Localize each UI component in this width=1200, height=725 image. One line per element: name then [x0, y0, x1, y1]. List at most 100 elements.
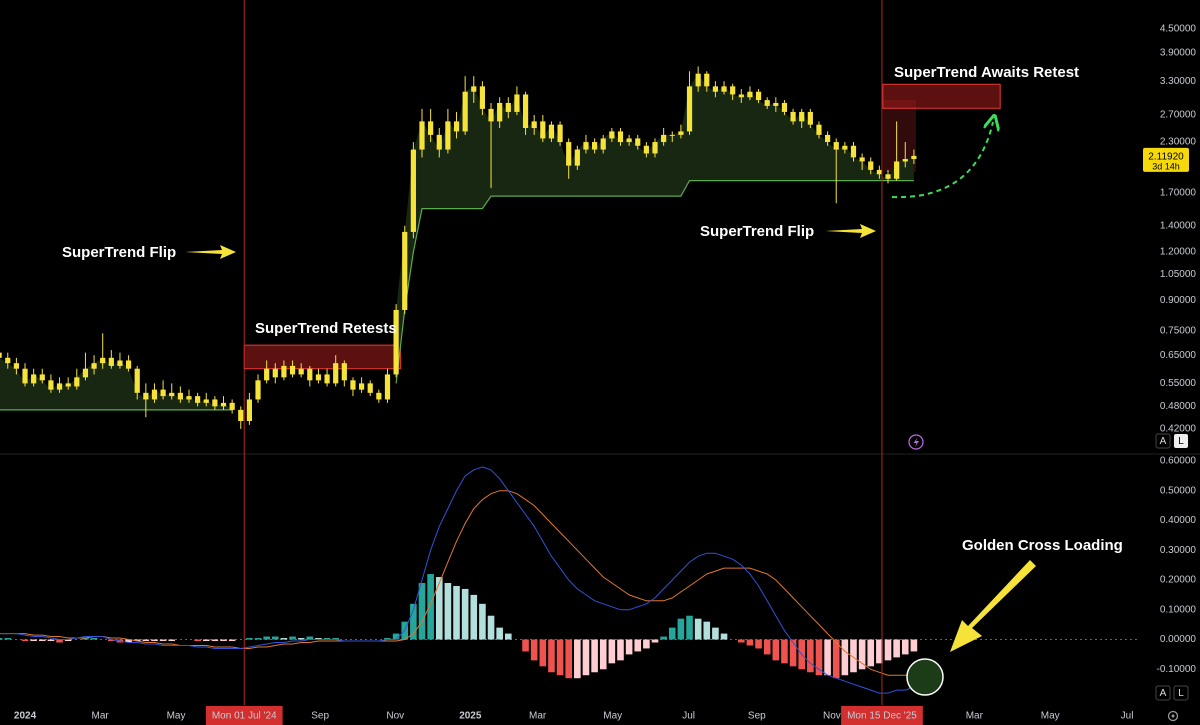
annotation: SuperTrend Awaits Retest — [894, 64, 1079, 81]
histogram-bar — [634, 639, 642, 652]
candle-body — [160, 389, 166, 397]
y-tick-label: 0.00000 — [1160, 634, 1197, 645]
histogram-bar — [211, 639, 219, 642]
candle-body — [738, 94, 744, 98]
histogram-bar — [392, 633, 400, 640]
y-tick-label: 0.42000 — [1160, 424, 1197, 435]
x-tick-label: Mar — [966, 711, 984, 722]
button[interactable]: L — [1178, 436, 1184, 447]
button-bg[interactable] — [1155, 685, 1171, 701]
candle-body — [74, 377, 80, 387]
candle-body — [652, 142, 658, 154]
dashed-arrow — [891, 122, 993, 199]
candle-body — [617, 131, 624, 143]
y-tick-label: 0.75000 — [1160, 326, 1197, 337]
histogram-bar — [271, 636, 279, 640]
annotation: Golden Cross Loading — [962, 537, 1123, 554]
annotation: SuperTrend Flip — [700, 223, 814, 240]
settings-icon-dot — [1171, 714, 1175, 718]
candle-body — [169, 392, 175, 397]
histogram-bar — [807, 639, 814, 673]
histogram-bar — [4, 638, 12, 640]
candle-body — [298, 368, 304, 375]
histogram-bar — [444, 582, 452, 640]
candle-body — [238, 409, 244, 422]
histogram-bar — [30, 639, 37, 642]
button[interactable]: L — [1178, 688, 1184, 699]
retest-zone — [882, 83, 1001, 109]
candle-body — [220, 402, 227, 407]
candle-body — [479, 86, 486, 109]
candle-body — [307, 368, 313, 381]
candle-body — [712, 86, 719, 92]
button-bg[interactable] — [1155, 433, 1171, 449]
candle-body — [609, 131, 615, 139]
histogram-bar — [410, 603, 417, 640]
candle-body — [566, 142, 572, 166]
histogram-bar — [643, 639, 650, 649]
button-bg[interactable] — [1174, 434, 1188, 448]
histogram-bar — [168, 639, 176, 642]
candle-body — [13, 363, 19, 369]
histogram-bar — [108, 639, 115, 642]
histogram-bar — [453, 585, 460, 640]
histogram-bar — [470, 594, 478, 640]
candle-body — [350, 380, 356, 390]
candle-body — [488, 108, 494, 122]
candle-body — [894, 161, 900, 179]
candle-body — [341, 363, 347, 381]
candle-body — [859, 157, 865, 162]
candle-body — [661, 134, 667, 143]
candle-body — [755, 91, 762, 101]
candle-body — [315, 374, 322, 381]
candle-body — [272, 368, 278, 378]
histogram-bar — [884, 639, 892, 661]
x-tick: May — [1041, 711, 1060, 722]
histogram-bar — [315, 638, 322, 640]
x-tick-label: 2025 — [459, 711, 482, 722]
histogram-bar — [815, 639, 823, 676]
histogram-bar — [280, 638, 288, 640]
macd-line — [0, 466, 915, 694]
candle-body — [229, 402, 235, 410]
button[interactable]: A — [1160, 688, 1167, 699]
x-tick-label: Mar — [91, 711, 109, 722]
candle-body — [747, 91, 753, 98]
candle-body — [0, 352, 2, 358]
candle-body — [212, 399, 218, 407]
histogram-bar — [522, 639, 529, 652]
button-bg[interactable] — [1173, 685, 1189, 701]
histogram-bar — [47, 639, 55, 642]
histogram-bar — [0, 638, 3, 640]
histogram-bar — [82, 638, 89, 640]
histogram-bar — [263, 636, 270, 640]
x-tick-label: May — [603, 711, 622, 722]
countdown-label: 3d 14h — [1152, 161, 1180, 171]
candle-body — [574, 149, 580, 166]
y-tick-label: 0.65000 — [1160, 350, 1197, 361]
settings-icon[interactable] — [1167, 710, 1179, 722]
histogram-bar — [479, 603, 486, 640]
histogram-bar — [599, 639, 607, 670]
candle-body — [695, 73, 701, 87]
histogram-bar — [220, 639, 227, 642]
histogram-bar — [574, 639, 581, 679]
retest-zone — [243, 344, 401, 370]
histogram-bar — [901, 639, 909, 655]
candle-body — [410, 149, 416, 232]
x-tick: Nov — [386, 711, 404, 722]
histogram-bar — [591, 639, 598, 673]
histogram-bar — [893, 639, 900, 658]
alert-icon[interactable] — [908, 434, 924, 450]
histogram-bar — [763, 639, 771, 655]
candle-body — [600, 138, 606, 150]
candle-body — [626, 138, 632, 143]
candle-body — [445, 121, 451, 150]
button[interactable]: A — [1160, 436, 1167, 447]
candle-body — [428, 121, 434, 135]
y-tick-label: 0.50000 — [1160, 485, 1197, 496]
candle-body — [462, 91, 468, 132]
y-tick-label: 1.05000 — [1160, 269, 1197, 280]
